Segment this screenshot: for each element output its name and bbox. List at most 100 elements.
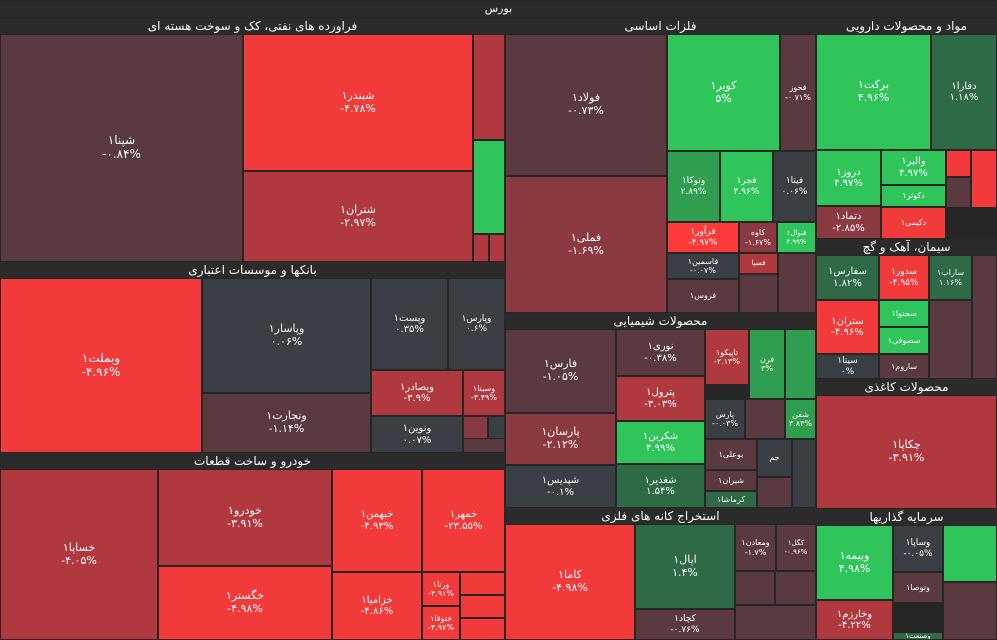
stock-tile[interactable] <box>971 150 997 208</box>
stock-tile[interactable]: سیتا۱ ۰% <box>816 354 879 379</box>
stock-tile[interactable] <box>460 572 505 595</box>
stock-tile[interactable]: وتوصا۱ <box>893 572 943 603</box>
stock-tile[interactable]: کاوه -۱.۶۷% <box>739 222 777 253</box>
stock-tile[interactable]: دتماد۱ -۲.۸۵% <box>816 206 881 239</box>
stock-tile[interactable]: وصنعت۱ <box>893 632 943 640</box>
stock-tile[interactable]: وسینا۱ -۳.۴۹% <box>463 370 505 416</box>
stock-tile[interactable]: شغدیر۱ ۱.۵۴% <box>616 464 705 508</box>
stock-tile[interactable]: خبهمن۱ -۴.۹۳% <box>332 469 422 572</box>
stock-tile[interactable] <box>943 525 997 582</box>
stock-tile[interactable] <box>946 177 971 208</box>
stock-tile[interactable]: بوعلی۱ <box>705 439 757 470</box>
sector-title[interactable]: خودرو و ساخت قطعات <box>0 453 505 469</box>
stock-tile[interactable]: شتران۱ -۲.۹۷% <box>243 171 473 262</box>
stock-tile[interactable]: شیران۱ <box>705 470 757 491</box>
stock-tile[interactable] <box>460 595 505 618</box>
stock-tile[interactable]: تاپیکو۱ -۲.۱۳% <box>705 329 749 385</box>
stock-tile[interactable]: فرآور۱ -۴.۹۷% <box>667 222 739 253</box>
stock-tile[interactable]: فارس۱ -۱.۰۵% <box>505 329 616 413</box>
stock-tile[interactable]: سجنوا۱ <box>879 300 929 327</box>
stock-tile[interactable]: وتجارت۱ -۱.۱۴% <box>202 393 371 453</box>
stock-tile[interactable]: ستران۱ -۴.۹۶% <box>816 300 879 354</box>
stock-tile[interactable]: وخارزم۱ -۴.۲۲% <box>816 600 893 640</box>
stock-tile[interactable] <box>473 140 505 234</box>
stock-tile[interactable]: خودرو۱ -۳.۹۱% <box>158 469 332 566</box>
stock-tile[interactable]: خگستر۱ -۴.۹۸% <box>158 566 332 640</box>
stock-tile[interactable]: خمهر۱ -۲۳.۵۵% <box>422 469 505 572</box>
stock-tile[interactable]: فروس۱ <box>667 279 739 313</box>
stock-tile[interactable]: سدور۱ -۴.۹۵% <box>879 255 929 300</box>
stock-tile[interactable]: وتوکا۱ ۲.۸۹% <box>667 151 720 222</box>
stock-tile[interactable] <box>943 582 997 640</box>
stock-tile[interactable]: شکربن۱ ۴.۹۹% <box>616 421 705 464</box>
sector-title[interactable]: محصولات شیمیایی <box>505 313 816 329</box>
stock-tile[interactable] <box>745 399 785 439</box>
stock-tile[interactable] <box>735 605 816 640</box>
stock-tile[interactable]: نوری۱ -۰.۳۸% <box>616 329 705 376</box>
stock-tile[interactable]: وپارس۱ ۰.۶% <box>448 278 505 370</box>
stock-tile[interactable] <box>946 150 971 177</box>
stock-tile[interactable] <box>735 571 775 605</box>
sector-title[interactable]: سرمایه گذاریها <box>816 509 997 525</box>
stock-tile[interactable] <box>929 300 972 379</box>
stock-tile[interactable] <box>473 234 489 262</box>
sector-title[interactable]: فلزات اساسی <box>505 18 816 34</box>
stock-tile[interactable]: ومعادن۱ -۱.۷% <box>735 524 776 571</box>
stock-tile[interactable]: فخوز -۰.۷۱% <box>780 34 816 151</box>
stock-tile[interactable]: فسپا <box>739 253 778 274</box>
sector-title[interactable]: فراورده های نفتی، کک و سوخت هسته ای <box>0 18 505 34</box>
stock-tile[interactable]: دکیمی۱ <box>881 207 946 239</box>
sector-title[interactable]: محصولات کاغذی <box>816 379 997 395</box>
stock-tile[interactable]: دکوثر۱ <box>881 185 946 207</box>
stock-tile[interactable]: ساراب۱ ۱.۱۶% <box>929 255 972 300</box>
sector-title[interactable]: سیمان، آهک و گچ <box>816 239 997 255</box>
stock-tile[interactable]: وپاسار۱ ۰.۰۶% <box>202 278 371 393</box>
stock-tile[interactable]: ساروم۱ <box>879 354 929 379</box>
stock-tile[interactable] <box>778 253 816 313</box>
stock-tile[interactable] <box>489 234 505 262</box>
stock-tile[interactable]: کاما۱ -۴.۹۸% <box>505 524 635 640</box>
stock-tile[interactable]: وساپا۱ -۰.۰۵% <box>893 525 943 572</box>
stock-tile[interactable]: شپنا۱ -۰.۸۴% <box>0 34 243 262</box>
stock-tile[interactable]: پارسان۱ -۲.۱۲% <box>505 413 616 465</box>
stock-tile[interactable] <box>460 618 505 640</box>
stock-tile[interactable]: فاسمین۱ -۰.۰۷% <box>667 253 739 279</box>
stock-tile[interactable]: پترول۱ -۳.۰۳% <box>616 376 705 421</box>
stock-tile[interactable]: خزامیا۱ -۴.۸۶% <box>332 572 422 640</box>
sector-title[interactable]: بانکها و موسسات اعتباری <box>0 262 505 278</box>
stock-tile[interactable]: دروز۱ ۴.۹۷% <box>816 150 881 206</box>
stock-tile[interactable] <box>463 438 505 453</box>
stock-tile[interactable]: فیتا۱ ۰.۰۶% <box>773 151 816 222</box>
stock-tile[interactable]: پارس -۰.۰۳% <box>705 399 745 439</box>
stock-tile[interactable]: سفارس۱ ۱.۸۲% <box>816 255 879 300</box>
sector-title[interactable]: مواد و محصولات دارویی <box>816 18 997 34</box>
stock-tile[interactable]: وپست۱ ۰.۳۵% <box>371 278 448 370</box>
stock-tile[interactable]: فنوال۱ ۴.۹۹% <box>777 222 816 253</box>
stock-tile[interactable] <box>473 34 505 140</box>
stock-tile[interactable]: فولاد۱ -۰.۷۳% <box>505 34 667 176</box>
stock-tile[interactable]: خساپا۱ -۴.۰۵% <box>0 469 158 640</box>
sector-title[interactable]: استخراج کانه های فلزی <box>505 508 816 524</box>
stock-tile[interactable]: شفن ۳.۸۴% <box>785 399 816 439</box>
stock-tile[interactable]: برکت۱ ۴.۹۶% <box>816 34 931 150</box>
stock-tile[interactable]: کرماشا۱ <box>705 491 757 508</box>
stock-tile[interactable] <box>792 439 816 508</box>
stock-tile[interactable] <box>775 571 816 605</box>
stock-tile[interactable]: سصوفی۱ <box>879 327 929 354</box>
stock-tile[interactable]: وبیمه۱ ۴.۹۸% <box>816 525 893 600</box>
stock-tile[interactable]: ورنا۱ -۴.۹۱% <box>422 572 460 606</box>
stock-tile[interactable]: فجر۱ ۴.۹۶% <box>720 151 773 222</box>
stock-tile[interactable] <box>785 329 816 399</box>
stock-tile[interactable] <box>972 255 997 379</box>
stock-tile[interactable]: چکاپا۱ -۳.۹۱% <box>816 395 997 509</box>
stock-tile[interactable]: ونوین۱ ۰.۰۷% <box>371 416 463 453</box>
stock-tile[interactable] <box>739 274 778 313</box>
stock-tile[interactable]: کگل۱ -۰.۹۶% <box>776 524 816 571</box>
stock-tile[interactable]: دفارا۱ ۱.۱۸% <box>931 34 997 150</box>
stock-tile[interactable]: وبملت۱ -۴.۹۶% <box>0 278 202 453</box>
stock-tile[interactable]: فرن ۳% <box>749 329 785 399</box>
stock-tile[interactable]: شپدیس۱ -۰.۱% <box>505 465 616 508</box>
stock-tile[interactable]: فملی۱ -۱.۶۹% <box>505 176 667 313</box>
stock-tile[interactable]: کویر۱ ۵% <box>667 34 780 151</box>
stock-tile[interactable]: کچاد۱ -۰.۷۶% <box>635 609 735 640</box>
